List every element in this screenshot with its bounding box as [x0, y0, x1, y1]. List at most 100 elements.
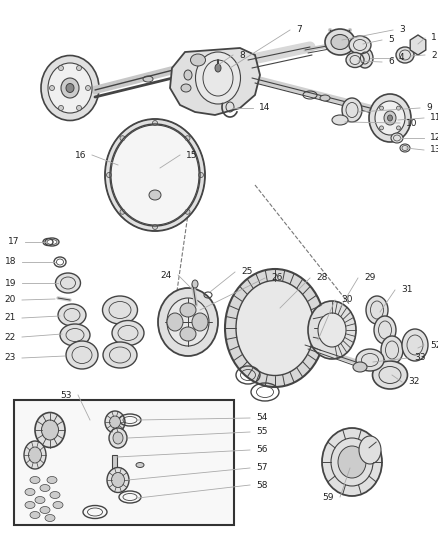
Text: 29: 29 [364, 273, 375, 282]
Ellipse shape [41, 55, 99, 120]
Text: 25: 25 [241, 268, 252, 277]
Ellipse shape [60, 324, 90, 346]
Text: 11: 11 [430, 114, 438, 123]
Ellipse shape [185, 209, 190, 214]
Ellipse shape [152, 224, 158, 230]
Ellipse shape [322, 428, 382, 496]
Ellipse shape [58, 304, 86, 326]
Ellipse shape [110, 416, 120, 428]
Ellipse shape [24, 441, 46, 469]
Text: 6: 6 [388, 58, 394, 67]
Text: 14: 14 [259, 103, 270, 112]
Text: 9: 9 [426, 103, 432, 112]
Bar [112, 455, 117, 490]
Ellipse shape [47, 477, 57, 483]
Ellipse shape [331, 35, 349, 50]
Text: 16: 16 [74, 150, 86, 159]
Ellipse shape [369, 94, 411, 142]
Ellipse shape [40, 484, 50, 491]
Ellipse shape [396, 47, 414, 63]
Polygon shape [410, 35, 426, 55]
Ellipse shape [192, 280, 198, 288]
Ellipse shape [30, 477, 40, 483]
Text: 21: 21 [5, 313, 16, 322]
Ellipse shape [379, 126, 384, 130]
Text: 13: 13 [430, 146, 438, 155]
Ellipse shape [192, 313, 208, 331]
Ellipse shape [59, 106, 64, 110]
Ellipse shape [400, 144, 410, 152]
Ellipse shape [102, 296, 138, 324]
Ellipse shape [105, 411, 125, 433]
Ellipse shape [384, 111, 396, 125]
Ellipse shape [120, 209, 125, 214]
Ellipse shape [225, 269, 325, 387]
Ellipse shape [42, 420, 59, 440]
Ellipse shape [48, 63, 92, 113]
Text: 1: 1 [431, 34, 437, 43]
Text: 56: 56 [256, 446, 268, 455]
Ellipse shape [50, 491, 60, 498]
Ellipse shape [77, 106, 81, 110]
Text: 32: 32 [408, 377, 419, 386]
Ellipse shape [40, 506, 50, 513]
Text: 22: 22 [5, 333, 16, 342]
Ellipse shape [357, 48, 373, 68]
Text: 15: 15 [186, 150, 198, 159]
Ellipse shape [77, 66, 81, 70]
Ellipse shape [356, 349, 384, 371]
Ellipse shape [107, 467, 129, 492]
Ellipse shape [308, 301, 356, 359]
Ellipse shape [112, 320, 144, 345]
Ellipse shape [28, 447, 42, 463]
Text: 7: 7 [296, 26, 302, 35]
Ellipse shape [396, 126, 400, 130]
Ellipse shape [66, 341, 98, 369]
Text: 4: 4 [399, 53, 405, 62]
Ellipse shape [35, 413, 65, 448]
Ellipse shape [136, 463, 144, 467]
Ellipse shape [325, 29, 355, 55]
Text: 5: 5 [388, 36, 394, 44]
Ellipse shape [109, 428, 127, 448]
Ellipse shape [158, 288, 218, 356]
Ellipse shape [180, 327, 196, 341]
Ellipse shape [111, 125, 199, 225]
Text: 57: 57 [256, 464, 268, 472]
Ellipse shape [191, 54, 205, 66]
Text: 20: 20 [5, 295, 16, 304]
Ellipse shape [112, 472, 124, 488]
Ellipse shape [56, 273, 81, 293]
Text: 58: 58 [256, 481, 268, 489]
Text: 10: 10 [406, 118, 417, 127]
Text: 52: 52 [430, 341, 438, 350]
Text: 26: 26 [271, 273, 283, 282]
Ellipse shape [215, 64, 221, 72]
Text: 24: 24 [161, 271, 172, 279]
Ellipse shape [59, 66, 64, 70]
Ellipse shape [167, 298, 209, 346]
Ellipse shape [106, 173, 112, 177]
Ellipse shape [149, 190, 161, 200]
Text: 30: 30 [341, 295, 353, 304]
Ellipse shape [113, 432, 123, 444]
Text: 59: 59 [322, 492, 334, 502]
Ellipse shape [331, 438, 373, 486]
Text: 3: 3 [399, 26, 405, 35]
Ellipse shape [396, 106, 400, 110]
Ellipse shape [320, 95, 330, 101]
Text: 12: 12 [430, 133, 438, 142]
Ellipse shape [198, 173, 204, 177]
Ellipse shape [185, 136, 190, 141]
Text: 17: 17 [7, 238, 19, 246]
Ellipse shape [53, 502, 63, 508]
Ellipse shape [359, 436, 381, 464]
Ellipse shape [184, 70, 192, 80]
Ellipse shape [338, 446, 366, 478]
Ellipse shape [61, 78, 79, 98]
Text: 31: 31 [401, 286, 413, 295]
Ellipse shape [103, 342, 137, 368]
Ellipse shape [49, 85, 54, 91]
Ellipse shape [332, 115, 348, 125]
Polygon shape [170, 48, 260, 115]
